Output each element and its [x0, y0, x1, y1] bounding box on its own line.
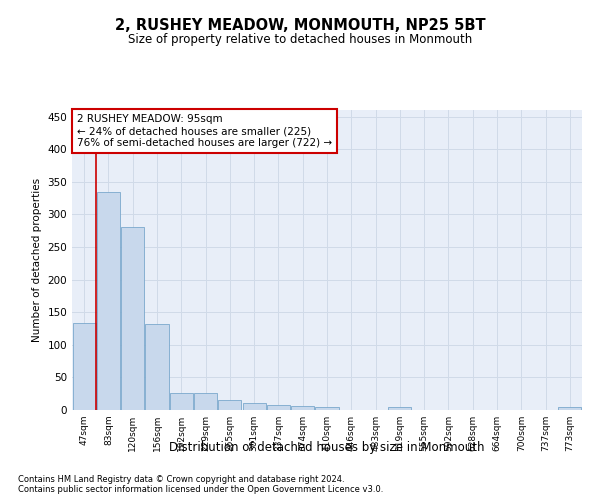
Text: Contains HM Land Registry data © Crown copyright and database right 2024.: Contains HM Land Registry data © Crown c…: [18, 475, 344, 484]
Text: Distribution of detached houses by size in Monmouth: Distribution of detached houses by size …: [169, 441, 485, 454]
Bar: [121, 228, 144, 410]
Bar: [316, 408, 338, 410]
Text: Size of property relative to detached houses in Monmouth: Size of property relative to detached ho…: [128, 32, 472, 46]
Bar: [97, 192, 120, 410]
Bar: [291, 406, 314, 410]
Bar: [73, 322, 95, 410]
Bar: [218, 400, 241, 410]
Bar: [559, 408, 581, 410]
Text: 2, RUSHEY MEADOW, MONMOUTH, NP25 5BT: 2, RUSHEY MEADOW, MONMOUTH, NP25 5BT: [115, 18, 485, 32]
Bar: [145, 324, 169, 410]
Text: 2 RUSHEY MEADOW: 95sqm
← 24% of detached houses are smaller (225)
76% of semi-de: 2 RUSHEY MEADOW: 95sqm ← 24% of detached…: [77, 114, 332, 148]
Bar: [242, 403, 266, 410]
Y-axis label: Number of detached properties: Number of detached properties: [32, 178, 42, 342]
Bar: [194, 393, 217, 410]
Bar: [388, 408, 412, 410]
Text: Contains public sector information licensed under the Open Government Licence v3: Contains public sector information licen…: [18, 485, 383, 494]
Bar: [170, 393, 193, 410]
Bar: [267, 406, 290, 410]
